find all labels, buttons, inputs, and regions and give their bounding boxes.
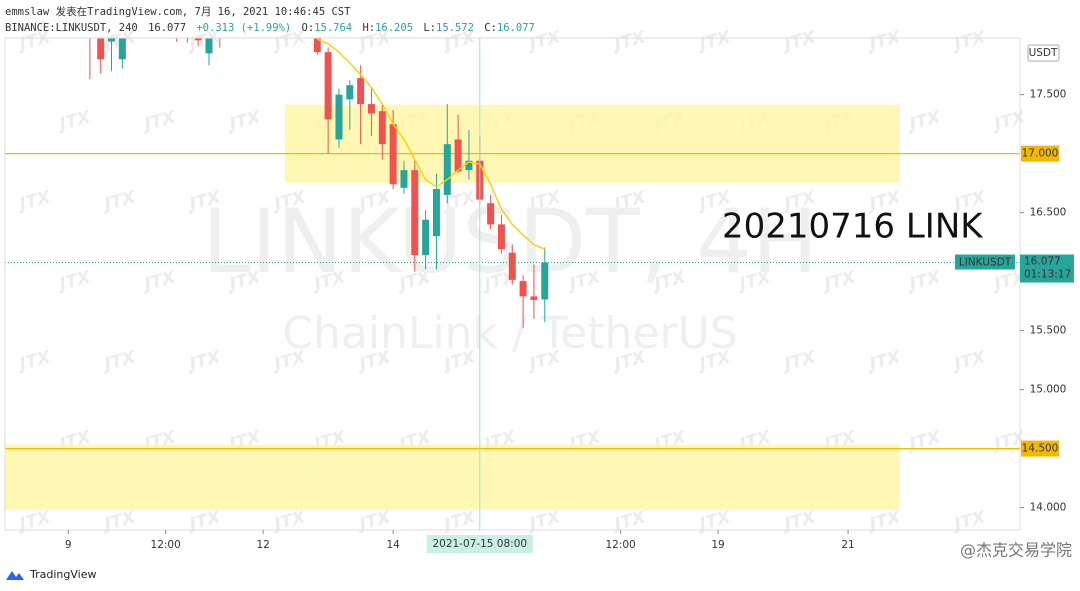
candle-body — [97, 38, 105, 60]
logo-icon — [6, 571, 24, 580]
open-value: 15.764 — [314, 22, 352, 34]
candle-body — [508, 252, 516, 280]
close-value: 16.077 — [497, 22, 535, 34]
candle-body — [357, 78, 365, 105]
last-price-label: 16.077 — [1024, 256, 1061, 268]
symbol: BINANCE:LINKUSDT, 240 — [5, 22, 138, 34]
x-tick-label: 12 — [256, 539, 269, 551]
low-value: 15.572 — [436, 22, 474, 34]
candle-body — [519, 281, 527, 297]
candle-body — [443, 144, 451, 195]
last-price: 16.077 — [148, 22, 186, 34]
close-label: C: — [484, 22, 497, 34]
candle-body — [454, 139, 462, 172]
candle-body — [389, 124, 397, 185]
y-tick-label: 15.000 — [1030, 384, 1067, 396]
candle-body — [194, 38, 202, 41]
last-price-name-tag — [955, 254, 1015, 270]
candle-body — [530, 296, 538, 300]
annotation: 20210716 LINK — [722, 207, 984, 247]
last-price-tag — [1020, 254, 1074, 283]
y-tick-label: 14.000 — [1030, 502, 1067, 514]
name-watermark: ChainLink / TetherUS — [282, 308, 738, 359]
high-label: H: — [362, 22, 375, 34]
crosshair-tag — [426, 535, 533, 553]
candle-body — [324, 52, 332, 120]
x-tick-label: 9 — [65, 539, 72, 551]
crosshair-label: 2021-07-15 08:00 — [432, 538, 527, 550]
zone — [5, 444, 900, 510]
moving-average — [317, 38, 546, 250]
candle-body — [335, 94, 343, 140]
countdown: 01:13:17 — [1024, 269, 1071, 281]
level-tag — [1021, 440, 1059, 457]
plot-border — [4, 37, 1021, 531]
candle-body — [400, 170, 408, 188]
open-label: O: — [302, 22, 315, 34]
zone — [285, 104, 900, 183]
level-tag — [1021, 145, 1059, 162]
candle-body — [313, 38, 321, 53]
last-price-name: LINKUSDT — [959, 257, 1012, 269]
candle-body — [497, 224, 505, 250]
x-tick-label: 19 — [711, 539, 724, 551]
credit: @杰克交易学院 — [960, 541, 1072, 560]
change: +0.313 (+1.99%) — [196, 22, 291, 34]
x-tick-label: 12:00 — [151, 539, 181, 551]
candle-body — [465, 160, 473, 171]
y-tick-label: 16.500 — [1030, 207, 1067, 219]
candle-body — [108, 38, 116, 42]
level-label: 17.000 — [1022, 148, 1059, 160]
symbol-line: BINANCE:LINKUSDT, 240 16.077 +0.313 (+1.… — [5, 22, 535, 34]
brand: TradingView — [29, 568, 96, 581]
candle-body — [541, 262, 549, 300]
candle-body — [432, 189, 440, 237]
currency: USDT — [1029, 47, 1058, 59]
candle-body — [378, 111, 386, 145]
candle-body — [422, 219, 430, 256]
y-tick-label: 17.500 — [1030, 89, 1067, 101]
level-label: 14.500 — [1022, 443, 1059, 455]
candle-body — [118, 38, 126, 60]
brand-logo — [6, 571, 24, 580]
candle-body — [205, 38, 213, 54]
candle-body — [367, 104, 375, 114]
candle-body — [346, 85, 354, 100]
x-tick-label: 12:00 — [605, 539, 635, 551]
x-tick-label: 21 — [841, 539, 854, 551]
x-tick-label: 14 — [386, 539, 400, 551]
low-label: L: — [423, 22, 436, 34]
plot — [5, 38, 1020, 510]
y-tick-label: 15.500 — [1030, 325, 1067, 337]
currency-box — [1027, 44, 1060, 62]
candle-body — [411, 170, 419, 256]
candle-body — [487, 203, 495, 225]
high-value: 16.205 — [375, 22, 413, 34]
author-line: emmslaw 发表在TradingView.com, 7月 16, 2021 … — [5, 5, 351, 18]
